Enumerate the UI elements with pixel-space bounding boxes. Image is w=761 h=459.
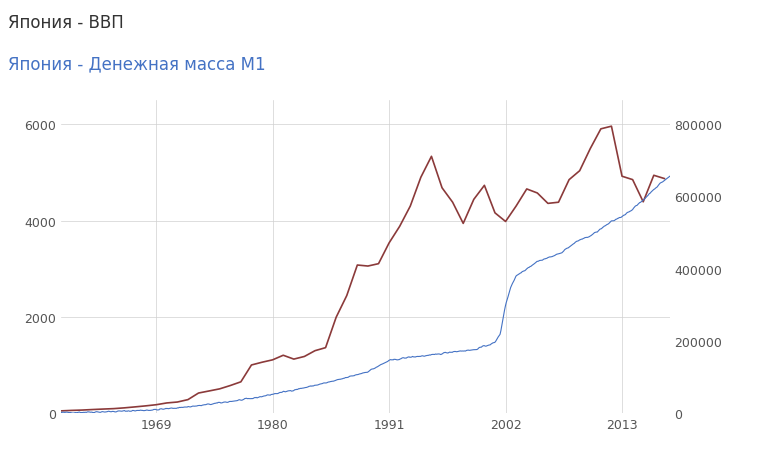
Text: Япония - Денежная масса М1: Япония - Денежная масса М1 — [8, 55, 266, 73]
Text: Япония - ВВП: Япония - ВВП — [8, 14, 123, 32]
